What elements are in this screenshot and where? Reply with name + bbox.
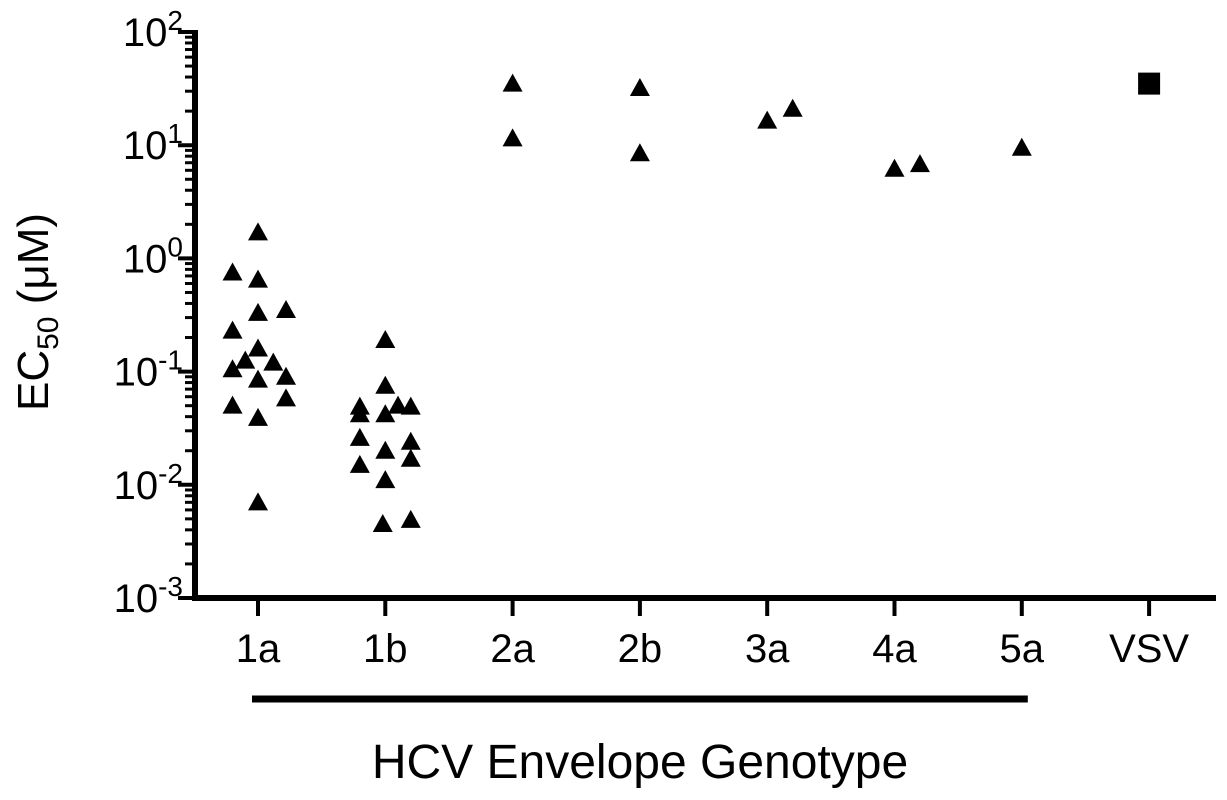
y-tick-label-exponent: -3: [158, 571, 183, 602]
y-tick-label: 10-3: [114, 571, 183, 621]
x-tick-label: 1a: [236, 627, 281, 671]
data-point-triangle: [375, 404, 396, 423]
data-point-triangle: [248, 302, 268, 321]
x-axis-label: HCV Envelope Genotype: [372, 736, 908, 789]
y-tick-label-base: 10: [114, 577, 159, 621]
data-point-triangle: [222, 262, 243, 281]
y-tick-label-base: 10: [123, 11, 168, 55]
x-tick-label: 5a: [1000, 627, 1045, 671]
data-point-triangle: [388, 395, 409, 414]
data-point-triangle: [629, 78, 650, 97]
data-point-triangle: [909, 154, 930, 173]
data-point-triangle: [375, 375, 396, 394]
data-points: [222, 72, 1161, 533]
data-point-triangle: [375, 440, 396, 459]
x-tick-label: 2b: [618, 627, 663, 671]
x-tick-label: 3a: [745, 627, 790, 671]
data-point-triangle: [276, 388, 297, 407]
y-tick-label-base: 10: [114, 464, 159, 508]
data-point-triangle: [400, 448, 421, 467]
x-tick-label: 4a: [872, 627, 917, 671]
data-point-triangle: [400, 396, 421, 415]
data-point-triangle: [248, 492, 268, 511]
data-point-triangle: [248, 269, 268, 288]
data-point-triangle: [235, 350, 256, 369]
data-point-triangle: [276, 366, 297, 385]
data-point-triangle: [400, 509, 421, 528]
y-tick-label-base: 10: [123, 237, 168, 281]
y-axis-label-subscript: 50: [32, 317, 65, 350]
data-point-triangle: [502, 128, 523, 147]
y-tick-label: 100: [123, 231, 183, 281]
data-point-triangle: [276, 300, 297, 319]
y-tick-label: 101: [123, 118, 183, 168]
data-point-triangle: [372, 514, 393, 533]
data-point-triangle: [757, 110, 778, 129]
data-point-triangle: [349, 404, 370, 423]
y-tick-label-base: 10: [123, 124, 168, 168]
data-point-triangle: [248, 407, 268, 426]
y-tick-label: 10-2: [114, 458, 183, 508]
data-point-triangle: [222, 320, 243, 339]
data-point-triangle: [502, 73, 523, 92]
data-point-triangle: [1011, 137, 1032, 156]
y-tick-label-exponent: -1: [158, 345, 183, 376]
x-tick-label: VSV: [1109, 627, 1189, 671]
y-tick-label-exponent: 1: [167, 118, 183, 149]
data-point-triangle: [375, 330, 396, 349]
data-point-square: [1138, 72, 1161, 95]
y-tick-label: 102: [123, 5, 183, 55]
data-point-triangle: [349, 454, 370, 473]
y-tick-label-exponent: 2: [167, 5, 183, 36]
data-point-triangle: [222, 359, 243, 378]
x-tick-label: 2a: [490, 627, 535, 671]
y-axis-label-main: EC: [9, 350, 58, 411]
data-point-triangle: [248, 369, 268, 388]
data-point-triangle: [782, 98, 803, 117]
data-point-triangle: [263, 352, 284, 371]
y-axis-label: EC50 (μM): [9, 213, 65, 411]
y-tick-label-exponent: 0: [167, 231, 183, 262]
data-point-triangle: [629, 143, 650, 162]
data-point-triangle: [248, 338, 268, 357]
data-point-triangle: [222, 395, 243, 414]
y-axis-label-unit: (μM): [9, 213, 58, 317]
data-point-triangle: [248, 222, 268, 241]
data-point-triangle: [349, 427, 370, 446]
data-point-triangle: [375, 470, 396, 489]
y-tick-label-base: 10: [114, 351, 159, 395]
data-point-triangle: [400, 431, 421, 450]
y-tick-label: 10-1: [114, 345, 183, 395]
x-tick-label: 1b: [363, 627, 408, 671]
y-tick-label-exponent: -2: [158, 458, 183, 489]
data-point-triangle: [884, 158, 905, 177]
